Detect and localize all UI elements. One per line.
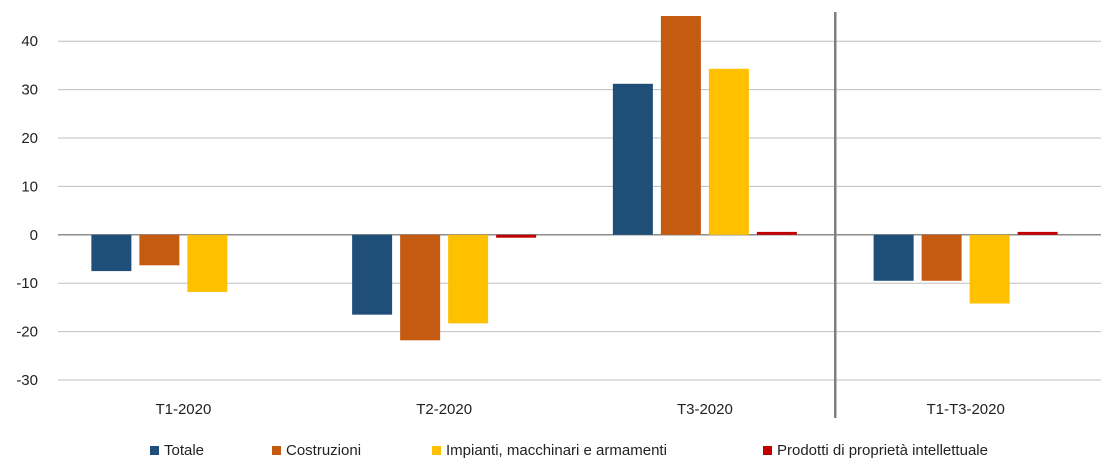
- bar-impianti-macchinari-e-armamenti-t2-2020: [448, 234, 489, 324]
- x-category-label: T1-T3-2020: [926, 401, 1004, 418]
- bar-impianti-macchinari-e-armamenti-t1-t3-2020: [969, 234, 1010, 304]
- y-tick-label: 30: [21, 82, 38, 99]
- bar-totale-t1-t3-2020: [873, 234, 914, 281]
- bar-totale-t1-2020: [91, 234, 132, 272]
- legend-swatch: [763, 446, 772, 455]
- legend-label: Impianti, macchinari e armamenti: [446, 442, 667, 459]
- legend-label: Totale: [164, 442, 204, 459]
- bar-totale-t2-2020: [352, 234, 393, 315]
- bar-impianti-macchinari-e-armamenti-t3-2020: [708, 68, 749, 235]
- bar-prodotti-di-propriet-intellettuale-t2-2020: [496, 234, 537, 238]
- legend-label: Costruzioni: [286, 442, 361, 459]
- legend-swatch: [272, 446, 281, 455]
- bar-impianti-macchinari-e-armamenti-t1-2020: [187, 234, 228, 292]
- legend-swatch: [150, 446, 159, 455]
- y-tick-label: 40: [21, 33, 38, 50]
- x-category-label: T3-2020: [677, 401, 733, 418]
- y-tick-label: -30: [16, 372, 38, 389]
- y-tick-label: 0: [30, 227, 38, 244]
- y-tick-label: 20: [21, 130, 38, 147]
- y-tick-label: -10: [16, 275, 38, 292]
- bar-costruzioni-t1-t3-2020: [921, 234, 962, 281]
- bar-prodotti-di-propriet-intellettuale-t3-2020: [756, 231, 797, 235]
- y-tick-label: -20: [16, 324, 38, 341]
- bar-costruzioni-t2-2020: [400, 234, 441, 341]
- y-tick-label: 10: [21, 178, 38, 195]
- bar-totale-t3-2020: [612, 83, 653, 235]
- bar-prodotti-di-propriet-intellettuale-t1-t3-2020: [1017, 231, 1058, 235]
- bar-costruzioni-t1-2020: [139, 234, 180, 266]
- x-category-label: T2-2020: [416, 401, 472, 418]
- bar-costruzioni-t3-2020: [660, 16, 701, 235]
- x-category-label: T1-2020: [155, 401, 211, 418]
- legend-label: Prodotti di proprietà intellettuale: [777, 442, 988, 459]
- legend-swatch: [432, 446, 441, 455]
